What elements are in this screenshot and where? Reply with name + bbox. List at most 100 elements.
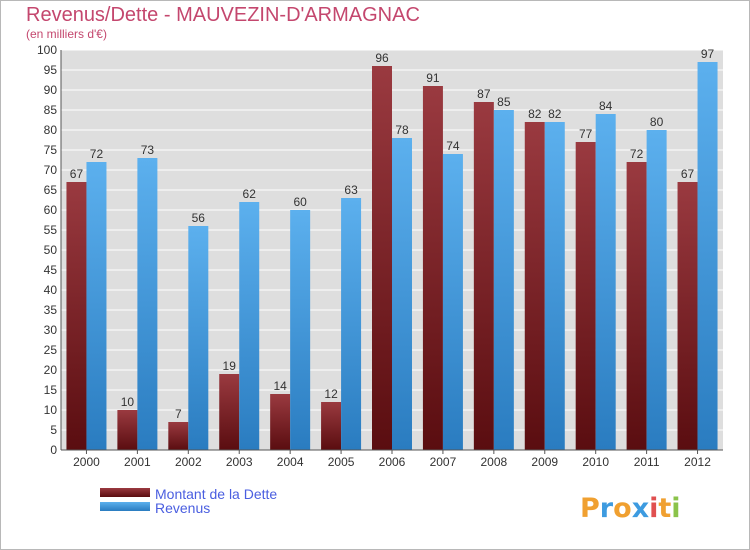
logo-letter: P	[580, 493, 600, 524]
y-tick-label: 0	[50, 443, 57, 457]
data-label: 82	[528, 107, 542, 121]
y-axis: 0 5 10 15 20 25 30 35 40 45 50 55 60 65 70 75 80 85 90 95 10…	[37, 43, 62, 457]
data-label: 60	[293, 195, 307, 209]
x-tick-label: 2009	[531, 455, 558, 469]
bar-revenus	[646, 130, 667, 450]
data-label: 96	[375, 51, 389, 65]
y-tick-label: 55	[44, 223, 58, 237]
bar-dette	[66, 182, 87, 450]
y-tick-label: 45	[44, 263, 58, 277]
bar-revenus	[595, 114, 616, 450]
y-tick-label: 50	[44, 243, 58, 257]
data-label: 82	[548, 107, 562, 121]
y-tick-label: 100	[37, 43, 57, 57]
bar-revenus	[442, 154, 463, 450]
bars-group	[66, 62, 718, 450]
y-tick-label: 65	[44, 183, 58, 197]
bar-dette	[219, 374, 240, 450]
data-label: 12	[324, 387, 338, 401]
x-tick-label: 2011	[634, 455, 660, 469]
logo-letter: r	[600, 493, 614, 524]
bar-revenus	[341, 198, 362, 450]
chart-title: Revenus/Dette - MAUVEZIN-D'ARMAGNAC	[26, 4, 420, 26]
data-label: 78	[395, 123, 409, 137]
bar-dette	[321, 402, 342, 450]
legend-label-revenus: Revenus	[155, 500, 210, 516]
bar-dette	[372, 66, 392, 450]
logo-letter: o	[613, 493, 632, 524]
y-tick-label: 95	[44, 63, 58, 77]
data-label: 7	[175, 407, 182, 421]
data-label: 73	[141, 143, 155, 157]
bar-dette	[473, 102, 494, 450]
bar-revenus	[392, 138, 412, 450]
chart-subtitle: (en milliers d'€)	[26, 27, 107, 41]
data-label: 91	[426, 71, 440, 85]
bar-dette	[524, 122, 545, 450]
x-tick-label: 2002	[175, 455, 202, 469]
bar-revenus	[697, 62, 718, 450]
y-tick-label: 10	[44, 403, 58, 417]
data-label: 14	[273, 379, 287, 393]
data-label: 74	[446, 139, 460, 153]
x-axis: 2000 2001 2002 2003 2004 2005 2006 2007 2008 2009…	[61, 449, 723, 469]
bar-dette	[626, 162, 647, 450]
data-label: 80	[650, 115, 664, 129]
proxiti-logo: Proxiti	[580, 493, 681, 524]
logo-letter: i	[649, 493, 658, 524]
data-label: 97	[701, 47, 715, 61]
bar-revenus	[493, 110, 514, 450]
data-label: 19	[223, 359, 237, 373]
data-label: 87	[477, 87, 491, 101]
y-tick-label: 70	[44, 163, 58, 177]
bar-revenus	[86, 162, 107, 450]
data-label: 62	[243, 187, 257, 201]
y-tick-label: 40	[44, 283, 58, 297]
bar-revenus	[137, 158, 158, 450]
x-tick-label: 2010	[582, 455, 609, 469]
x-tick-label: 2008	[480, 455, 507, 469]
y-tick-label: 5	[50, 423, 57, 437]
x-tick-label: 2005	[328, 455, 355, 469]
data-labels: 67 72 10 73 7 56 19 62 14 60 12 63 96 78 91 74 87 85 82 82 7…	[70, 47, 715, 421]
y-tick-label: 15	[44, 383, 58, 397]
bar-revenus	[188, 226, 209, 450]
y-tick-label: 30	[44, 323, 58, 337]
legend-swatch-dette	[100, 488, 150, 497]
legend-swatch-revenus	[100, 502, 150, 511]
data-label: 56	[192, 211, 206, 225]
y-tick-label: 75	[44, 143, 58, 157]
bar-revenus	[239, 202, 260, 450]
logo-letter: i	[671, 493, 680, 524]
x-tick-label: 2000	[73, 455, 100, 469]
logo-letter: x	[632, 493, 649, 524]
logo-letter: t	[658, 493, 671, 524]
data-label: 72	[630, 147, 644, 161]
x-tick-label: 2003	[226, 455, 253, 469]
bar-revenus	[290, 210, 311, 450]
bar-dette	[575, 142, 596, 450]
bar-dette	[270, 394, 291, 450]
bar-dette	[677, 182, 698, 450]
y-tick-label: 60	[44, 203, 58, 217]
data-label: 63	[344, 183, 358, 197]
bar-dette	[422, 86, 443, 450]
data-label: 10	[121, 395, 135, 409]
data-label: 67	[70, 167, 84, 181]
x-tick-label: 2007	[430, 455, 457, 469]
y-tick-label: 20	[44, 363, 58, 377]
x-tick-label: 2004	[277, 455, 304, 469]
data-label: 77	[579, 127, 593, 141]
x-tick-label: 2001	[124, 455, 151, 469]
y-tick-label: 90	[44, 83, 58, 97]
y-tick-label: 80	[44, 123, 58, 137]
legend: Montant de la Dette Revenus	[100, 486, 277, 516]
x-tick-label: 2006	[379, 455, 406, 469]
legend-label-dette: Montant de la Dette	[155, 486, 277, 502]
bar-dette	[117, 410, 138, 450]
data-label: 72	[90, 147, 104, 161]
y-tick-label: 85	[44, 103, 58, 117]
bar-revenus	[544, 122, 565, 450]
y-tick-label: 25	[44, 343, 58, 357]
